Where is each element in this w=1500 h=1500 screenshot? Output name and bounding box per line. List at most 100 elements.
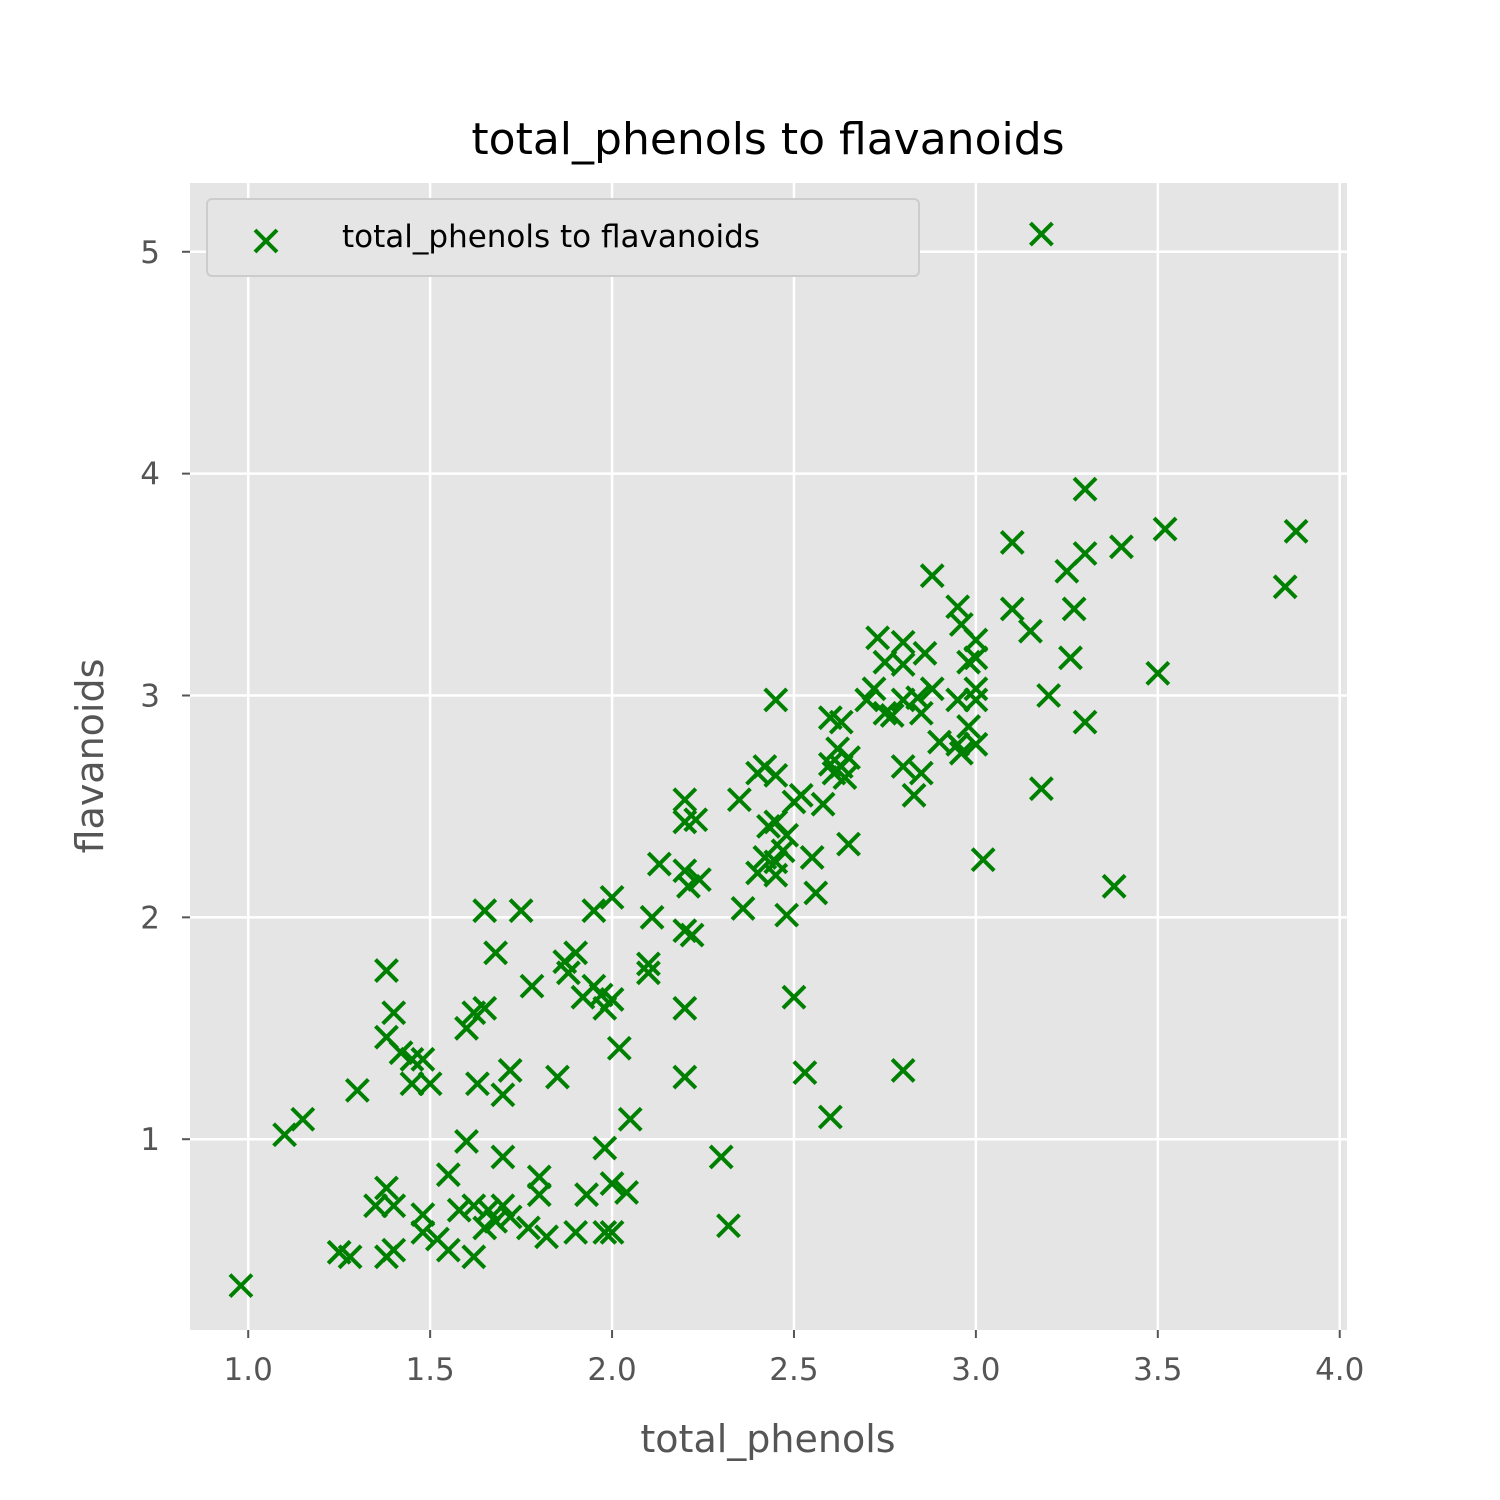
data-point [363, 1193, 388, 1219]
axis-ticks: 1.0 1.5 2.0 2.5 3.0 3.5 4.0 1 2 3 4 5 [140, 235, 1364, 1388]
data-point [963, 627, 989, 653]
data-point [337, 1244, 363, 1270]
data-point [1272, 574, 1298, 600]
data-point [963, 687, 989, 713]
data-point [417, 1071, 443, 1097]
y-tick-label: 4 [140, 457, 160, 493]
data-point [483, 940, 509, 966]
legend-label: total_phenols to flavanoids [342, 219, 760, 255]
data-point [374, 1175, 399, 1201]
data-point [646, 851, 672, 877]
data-point [1283, 518, 1309, 544]
data-point [410, 1219, 436, 1245]
data-point [672, 995, 698, 1021]
data-point [781, 984, 807, 1010]
data-point [810, 791, 836, 817]
data-point [563, 940, 589, 966]
data-point [672, 787, 698, 813]
data-point [1152, 516, 1178, 542]
data-point [599, 1219, 625, 1245]
y-tick-label: 3 [140, 678, 160, 714]
data-point [788, 782, 814, 808]
data-point [1028, 776, 1054, 802]
x-tick-label: 1.5 [405, 1352, 454, 1388]
x-tick-label: 2.5 [769, 1352, 818, 1388]
data-point [1145, 660, 1171, 686]
data-point [581, 898, 607, 924]
data-point [490, 1144, 516, 1170]
data-point [483, 1208, 509, 1234]
data-point [465, 1071, 490, 1097]
data-point [399, 1071, 425, 1097]
data-point [435, 1237, 461, 1263]
data-point [526, 1164, 552, 1190]
data-point [963, 676, 989, 702]
data-point [890, 754, 916, 779]
data-point [828, 709, 854, 735]
data-point [832, 765, 858, 790]
data-point [763, 687, 789, 713]
data-point [999, 529, 1025, 555]
data-point [592, 1135, 618, 1161]
data-point [388, 1040, 414, 1066]
data-point [774, 822, 800, 848]
data-points [228, 221, 1309, 1299]
data-point [1072, 541, 1098, 566]
data-point [490, 1193, 516, 1219]
data-point [574, 1182, 599, 1208]
data-point [1072, 709, 1098, 735]
data-point [948, 740, 974, 766]
x-tick-label: 3.5 [1133, 1352, 1182, 1388]
data-point [919, 563, 945, 589]
grid-lines [190, 183, 1347, 1330]
data-point [381, 1193, 407, 1219]
data-point [679, 922, 705, 948]
data-point [970, 847, 996, 873]
data-point [879, 703, 905, 728]
data-point [526, 1182, 552, 1208]
y-axis-label: flavanoids [68, 659, 112, 854]
data-point [636, 960, 661, 986]
data-point [435, 1162, 461, 1188]
data-point [497, 1058, 523, 1083]
data-point [919, 676, 945, 702]
data-point [763, 862, 789, 888]
data-point [1061, 596, 1087, 622]
x-tick-label: 3.0 [951, 1352, 1000, 1388]
data-point [799, 845, 825, 870]
data-point [672, 1064, 698, 1090]
data-point [490, 1082, 516, 1108]
data-point [912, 640, 938, 666]
legend: total_phenols to flavanoids [206, 198, 920, 277]
data-point [708, 1144, 734, 1170]
data-point [1072, 476, 1098, 502]
x-tick-label: 2.0 [587, 1352, 636, 1388]
data-point [636, 951, 661, 977]
plot-area [190, 183, 1347, 1330]
data-point [534, 1224, 559, 1250]
data-point [963, 731, 989, 757]
data-point [672, 918, 698, 944]
data-point [763, 762, 789, 788]
data-point [344, 1077, 370, 1103]
data-point [606, 1035, 632, 1061]
data-point [519, 973, 545, 999]
data-point [454, 1129, 479, 1154]
data-point [472, 898, 498, 924]
data-point [515, 1215, 541, 1241]
data-point [461, 1193, 487, 1219]
data-point [446, 1197, 472, 1223]
data-point [599, 1171, 625, 1196]
data-point [1036, 683, 1062, 708]
data-point [472, 995, 498, 1021]
data-point [872, 700, 898, 726]
data-point [614, 1180, 640, 1205]
data-point [956, 649, 982, 675]
data-point [908, 700, 934, 726]
data-point [381, 1000, 407, 1026]
data-point [592, 1219, 618, 1245]
y-tick-label: 1 [140, 1122, 160, 1158]
data-point [374, 958, 399, 984]
chart-title: total_phenols to flavanoids [471, 114, 1064, 165]
x-tick-label: 4.0 [1315, 1352, 1364, 1388]
